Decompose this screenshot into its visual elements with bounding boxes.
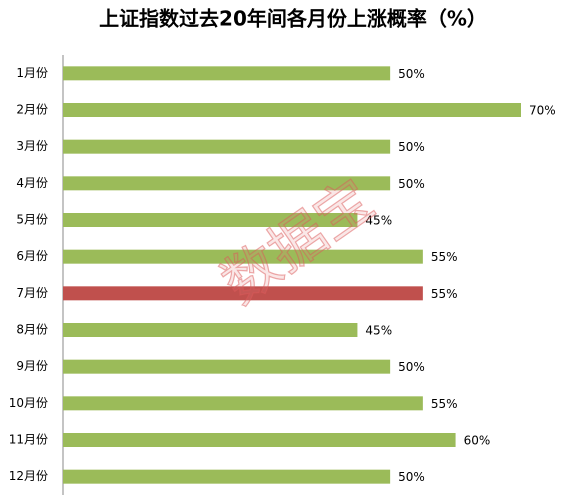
value-label: 50% [398,470,425,484]
y-tick-label: 1月份 [16,66,48,80]
value-label: 50% [398,360,425,374]
bar [63,359,391,374]
y-tick-label: 6月份 [16,249,48,263]
value-label: 60% [464,434,491,448]
y-tick-label: 2月份 [16,103,48,117]
value-label: 50% [398,177,425,191]
bar [63,139,391,154]
y-tick-label: 11月份 [9,433,48,447]
y-tick-label: 9月份 [16,359,48,373]
value-label: 55% [431,250,458,264]
chart-title: 上证指数过去20年间各月份上涨概率（%） [99,7,487,31]
value-label: 70% [529,104,556,118]
value-label: 55% [431,397,458,411]
value-label: 55% [431,287,458,301]
bar [63,396,423,411]
value-label: 45% [365,324,392,338]
bar [63,286,423,301]
bar [63,66,391,81]
y-tick-label: 12月份 [9,469,48,483]
y-tick-label: 5月份 [16,213,48,227]
bar [63,249,423,264]
y-tick-label: 7月份 [16,286,48,300]
value-label: 50% [398,67,425,81]
bar [63,469,391,484]
bar [63,176,391,191]
y-tick-label: 8月份 [16,323,48,337]
bar [63,103,521,117]
y-tick-label: 4月份 [16,176,48,190]
value-label: 50% [398,140,425,154]
bar [63,213,358,227]
bar [63,433,456,447]
bar [63,323,358,337]
value-label: 45% [365,214,392,228]
y-tick-label: 3月份 [16,139,48,153]
y-tick-label: 10月份 [9,396,48,410]
